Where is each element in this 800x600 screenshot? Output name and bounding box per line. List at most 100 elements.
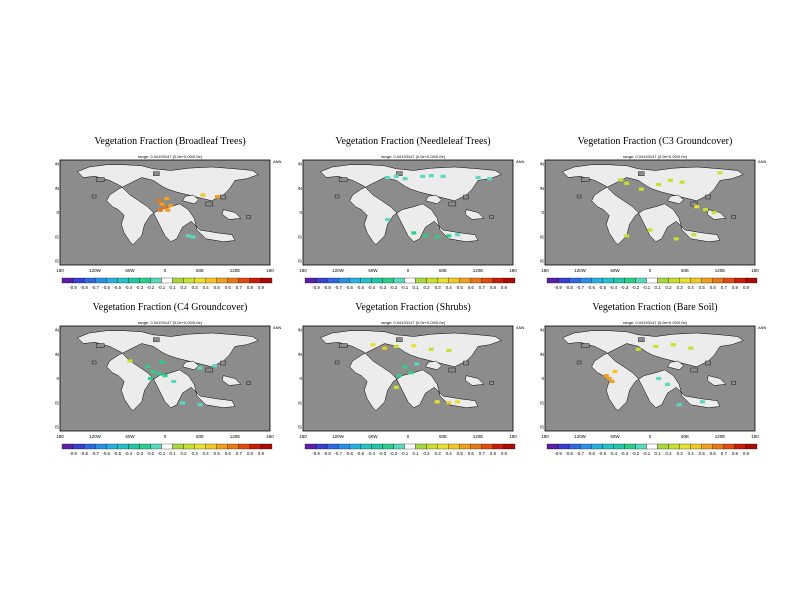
data-cell xyxy=(162,374,168,378)
colorbar-swatch xyxy=(194,443,206,450)
data-cell xyxy=(711,210,717,215)
colorbar-swatch xyxy=(349,443,361,450)
data-cell xyxy=(215,195,220,199)
map-panel: Vegetation Fraction (Shrubs) range: 0.041… xyxy=(298,302,548,477)
x-tick-label: 60E xyxy=(439,434,447,439)
colorbar-label: 0.7 xyxy=(236,451,243,456)
data-cell xyxy=(408,371,414,375)
data-cell xyxy=(402,365,408,369)
data-cell xyxy=(164,196,170,201)
inland-water xyxy=(638,171,645,176)
colorbar-swatch xyxy=(360,277,372,284)
colorbar-swatch xyxy=(602,443,614,450)
y-tick-label: 40S xyxy=(298,400,302,405)
land-mass xyxy=(320,330,502,411)
inland-water xyxy=(731,381,736,385)
y-tick-label: 80S xyxy=(540,425,544,430)
data-cell xyxy=(197,366,203,370)
colorbar-label: -0.1 xyxy=(643,451,651,456)
x-tick-label: 120W xyxy=(332,434,345,439)
colorbar-label: -0.3 xyxy=(621,451,629,456)
colorbar-label: -0.6 xyxy=(345,285,353,290)
colorbar-label: 0.9 xyxy=(743,285,750,290)
colorbar-label: 0.8 xyxy=(490,285,497,290)
colorbar-label: 0.5 xyxy=(214,285,221,290)
colorbar-label: 0.3 xyxy=(192,451,199,456)
data-cell xyxy=(159,202,165,206)
map-frame xyxy=(302,159,514,266)
map-panel: Vegetation Fraction (Bare Soil) range: 0.… xyxy=(540,302,790,477)
data-cell xyxy=(694,205,700,209)
colorbar-swatch xyxy=(712,277,724,284)
map-plot: 60N 40N 0 40S 80S 180 120W 60W 0 60E 120E 180 xyxy=(540,325,759,439)
colorbar-swatch xyxy=(437,277,449,284)
colorbar-label: 0.1 xyxy=(654,451,661,456)
colorbar-label: -0.5 xyxy=(598,451,606,456)
inland-water xyxy=(246,215,251,219)
data-cell xyxy=(168,203,174,208)
colorbar-label: 0.6 xyxy=(225,285,232,290)
panel-title: Vegetation Fraction (Needleleaf Trees) xyxy=(335,136,491,147)
colorbar-swatch xyxy=(668,277,680,284)
y-tick-label: 0 xyxy=(299,376,302,381)
x-tick-label: 180 xyxy=(751,268,759,273)
colorbar-label: 0.8 xyxy=(490,451,497,456)
data-cell xyxy=(676,403,682,407)
data-cell xyxy=(455,400,461,404)
colorbar-label: 0.6 xyxy=(468,451,475,456)
map-frame xyxy=(59,325,271,432)
colorbar-label: -0.9 xyxy=(312,285,320,290)
colorbar-swatch xyxy=(415,443,427,450)
colorbar-swatch xyxy=(646,277,658,284)
colorbar-swatch xyxy=(72,443,85,450)
data-cell xyxy=(475,175,481,180)
colorbar-label: -0.4 xyxy=(368,451,376,456)
data-cell xyxy=(434,400,440,404)
colorbar-label: -0.4 xyxy=(610,285,618,290)
inland-water xyxy=(205,367,214,373)
colorbar-label: 0.4 xyxy=(446,451,453,456)
colorbar-label: -0.8 xyxy=(565,451,573,456)
x-tick-label: 180 xyxy=(541,268,549,273)
y-tick-label: 0 xyxy=(541,376,544,381)
x-tick-label: 0 xyxy=(164,268,167,273)
colorbar-swatch xyxy=(304,277,317,284)
data-cell xyxy=(396,374,402,378)
data-cell xyxy=(162,206,168,210)
colorbar-swatch xyxy=(448,277,460,284)
map-panel: Vegetation Fraction (Broadleaf Trees) ran… xyxy=(55,136,305,311)
colorbar-swatch xyxy=(382,443,394,450)
y-tick-label: 60N xyxy=(55,162,59,167)
data-cell xyxy=(147,376,153,381)
map-panel: Vegetation Fraction (Needleleaf Trees) ra… xyxy=(298,136,548,311)
colorbar-swatch xyxy=(568,277,581,284)
data-cell xyxy=(150,369,156,374)
colorbar-label: 0.7 xyxy=(721,285,728,290)
y-tick-label: 60N xyxy=(298,328,302,333)
colorbar-label: 0.2 xyxy=(424,285,431,290)
colorbar-swatch xyxy=(503,277,516,284)
colorbar-swatch xyxy=(304,443,317,450)
data-cell xyxy=(159,360,165,364)
colorbar-swatch xyxy=(183,443,195,450)
y-tick-label: 40S xyxy=(55,400,59,405)
data-cell xyxy=(446,234,452,238)
inland-water xyxy=(576,360,582,365)
colorbar-swatch xyxy=(657,443,669,450)
map-frame xyxy=(302,325,514,432)
colorbar-label: -0.4 xyxy=(125,451,133,456)
colorbar-label: -0.3 xyxy=(136,451,144,456)
y-tick-label: 80S xyxy=(298,259,302,264)
data-cell xyxy=(440,174,446,178)
inland-water xyxy=(580,177,590,182)
inland-water xyxy=(448,367,457,373)
land-mass xyxy=(464,375,485,386)
colorbar-label: 0.4 xyxy=(688,285,695,290)
colorbar-swatch xyxy=(668,443,680,450)
x-tick-label: 120E xyxy=(230,434,241,439)
colorbar-label: -0.5 xyxy=(356,451,364,456)
season-label: ANN xyxy=(758,325,767,330)
land-mass xyxy=(182,360,200,371)
y-tick-label: 0 xyxy=(299,210,302,215)
colorbar-swatch xyxy=(371,277,383,284)
